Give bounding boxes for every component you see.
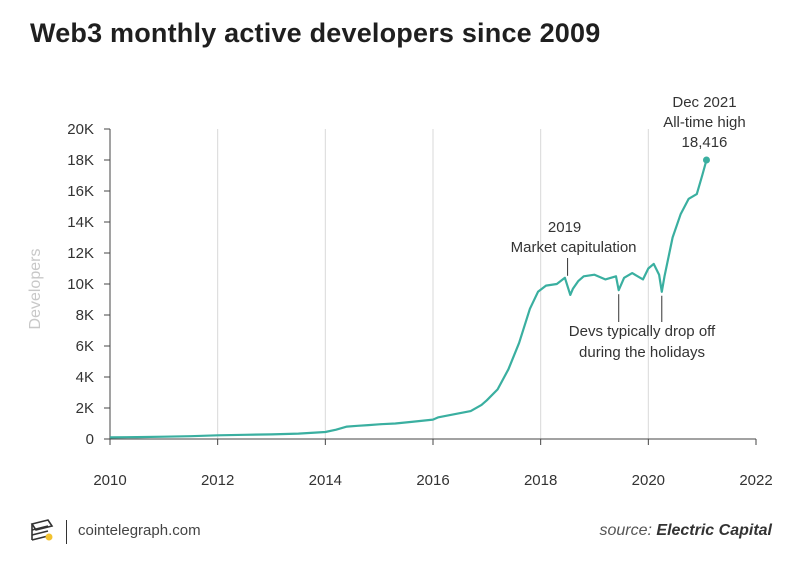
y-tick-label: 4K <box>76 369 94 386</box>
x-tick-label: 2012 <box>201 472 234 489</box>
source-name: Electric Capital <box>656 522 772 539</box>
y-tick-label: 12K <box>67 245 94 262</box>
y-tick-label: 18K <box>67 152 94 169</box>
y-tick-label: 0 <box>86 431 94 448</box>
source-prefix: source: <box>599 522 652 539</box>
x-tick-label: 2016 <box>416 472 449 489</box>
annotation-ath-line: Dec 2021 <box>672 94 736 111</box>
annotation-holidays-line: Devs typically drop off <box>569 323 716 340</box>
footer-site-link[interactable]: cointelegraph.com <box>78 522 201 539</box>
y-tick-label: 8K <box>76 307 94 324</box>
x-tick-label: 2014 <box>309 472 342 489</box>
footer-separator <box>66 520 67 544</box>
y-tick-label: 20K <box>67 121 94 138</box>
y-tick-label: 16K <box>67 183 94 200</box>
x-tick-label: 2022 <box>739 472 772 489</box>
annotation-capitulation-line: 2019 <box>548 219 581 236</box>
peak-point <box>702 156 710 164</box>
y-tick-label: 14K <box>67 214 94 231</box>
y-tick-label: 10K <box>67 276 94 293</box>
annotation-ath-line: All-time high <box>663 114 746 131</box>
x-tick-label: 2018 <box>524 472 557 489</box>
y-axis-label: Developers <box>27 249 44 330</box>
x-tick-label: 2020 <box>632 472 665 489</box>
annotation-holidays-line: during the holidays <box>579 344 705 361</box>
line-chart: 2010 2012 2014 2016 2018 2020 2022 0 2K 4K 6K 8K 10K… <box>27 94 773 489</box>
chart-title: Web3 monthly active developers since 200… <box>30 18 601 48</box>
y-tick-label: 2K <box>76 400 94 417</box>
annotation-capitulation-line: Market capitulation <box>511 239 637 256</box>
series-line <box>109 159 708 439</box>
annotation-ath-line: 18,416 <box>682 134 728 151</box>
source-credit: source: Electric Capital <box>599 522 772 540</box>
y-tick-label: 6K <box>76 338 94 355</box>
cointelegraph-logo-icon <box>30 519 54 541</box>
x-tick-label: 2010 <box>93 472 126 489</box>
